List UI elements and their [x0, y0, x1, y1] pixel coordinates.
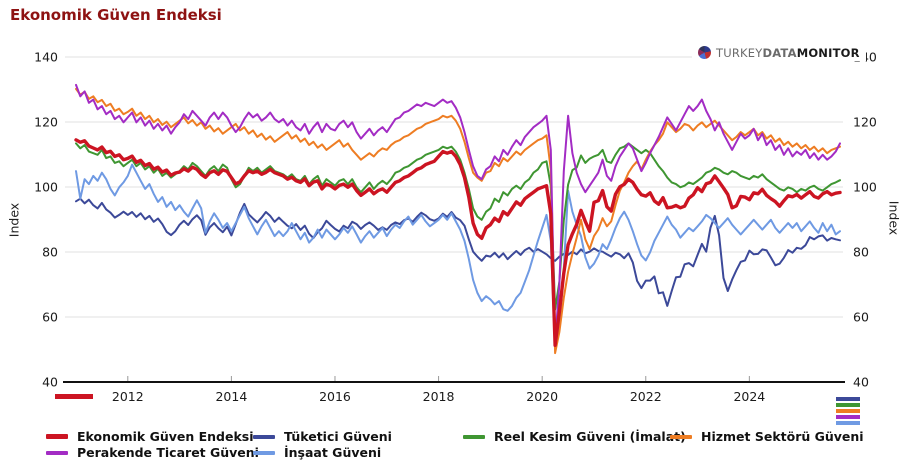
- logo-text-data: DATA: [762, 45, 797, 60]
- page-title: Ekonomik Güven Endeksi: [10, 6, 222, 24]
- legend-label: Perakende Ticaret Güveni: [77, 445, 259, 460]
- series-marker-bar-2: [836, 409, 860, 413]
- series-marker-bar-1: [836, 403, 860, 407]
- legend-item-tuketici-guveni[interactable]: Tüketici Güveni: [253, 429, 463, 444]
- y-tick-label-left: 140: [34, 50, 58, 65]
- legend-label: Ekonomik Güven Endeksi: [77, 429, 254, 444]
- series-marker-bar-0: [836, 397, 860, 401]
- series-line-insaat-guveni: [75, 163, 841, 350]
- series-marker-bar-4: [836, 421, 860, 425]
- y-tick-label-right: 40: [853, 375, 869, 390]
- y-axis-label-left: Index: [6, 202, 22, 238]
- x-tick-label: 2024: [733, 389, 765, 404]
- legend-swatch-ekonomik-guven-endeksi: [46, 434, 68, 439]
- series-marker-bars-right: [836, 397, 860, 427]
- legend-swatch-perakende-ticaret-guveni: [46, 450, 68, 455]
- y-tick-label-right: 120: [853, 115, 877, 130]
- y-tick-label-right: 80: [853, 245, 869, 260]
- legend-label: Tüketici Güveni: [284, 429, 392, 444]
- y-tick-label-left: 80: [42, 245, 58, 260]
- x-tick-label: 2014: [215, 389, 247, 404]
- legend-item-perakende-ticaret-guveni[interactable]: Perakende Ticaret Güveni: [46, 445, 259, 460]
- legend-swatch-tuketici-guveni: [253, 434, 275, 439]
- chart-legend: Ekonomik Güven Endeksi Tüketici Güveni Ree…: [46, 429, 864, 460]
- legend-item-ekonomik-guven-endeksi[interactable]: Ekonomik Güven Endeksi: [46, 429, 254, 444]
- logo-text: TURKEYDATAMONITOR: [716, 46, 860, 60]
- series-line-ekonomik-guven-endeksi: [74, 138, 842, 347]
- logo-pie-icon: [698, 46, 711, 59]
- y-tick-label-left: 60: [42, 310, 58, 325]
- x-tick-label: 2018: [423, 389, 455, 404]
- turkeydatamonitor-logo: TURKEYDATAMONITOR: [692, 44, 866, 61]
- legend-item-insaat-guveni[interactable]: İnşaat Güveni: [253, 445, 463, 460]
- y-axis-label-right: Index: [886, 200, 902, 236]
- series-line-reel-kesim-guveni-imalat: [75, 142, 841, 311]
- x-tick-label: 2022: [630, 389, 662, 404]
- legend-swatch-hizmet-sektoru-guveni: [670, 434, 692, 439]
- series-line-perakende-ticaret-guveni: [75, 83, 841, 345]
- legend-label: Reel Kesim Güveni (İmalat): [494, 429, 686, 444]
- logo-text-monitor: MONITOR: [796, 45, 860, 60]
- y-tick-label-right: 60: [853, 310, 869, 325]
- y-tick-label-left: 100: [34, 180, 58, 195]
- legend-swatch-reel-kesim-guveni-imalat: [463, 434, 485, 439]
- x-tick-label: 2020: [526, 389, 558, 404]
- legend-label: İnşaat Güveni: [284, 445, 382, 460]
- y-tick-label-left: 120: [34, 115, 58, 130]
- series-marker-bar-3: [836, 415, 860, 419]
- x-tick-label: 2016: [319, 389, 351, 404]
- x-tick-label: 2012: [112, 389, 144, 404]
- legend-item-hizmet-sektoru-guveni[interactable]: Hizmet Sektörü Güveni: [670, 429, 864, 444]
- logo-text-turkey: TURKEY: [716, 45, 763, 60]
- legend-label: Hizmet Sektörü Güveni: [701, 429, 864, 444]
- y-tick-label-right: 100: [853, 180, 877, 195]
- series-marker-bar-left: [55, 394, 93, 399]
- legend-swatch-insaat-guveni: [253, 450, 275, 455]
- legend-item-reel-kesim-guveni-imalat[interactable]: Reel Kesim Güveni (İmalat): [463, 429, 686, 444]
- y-tick-label-left: 40: [42, 375, 58, 390]
